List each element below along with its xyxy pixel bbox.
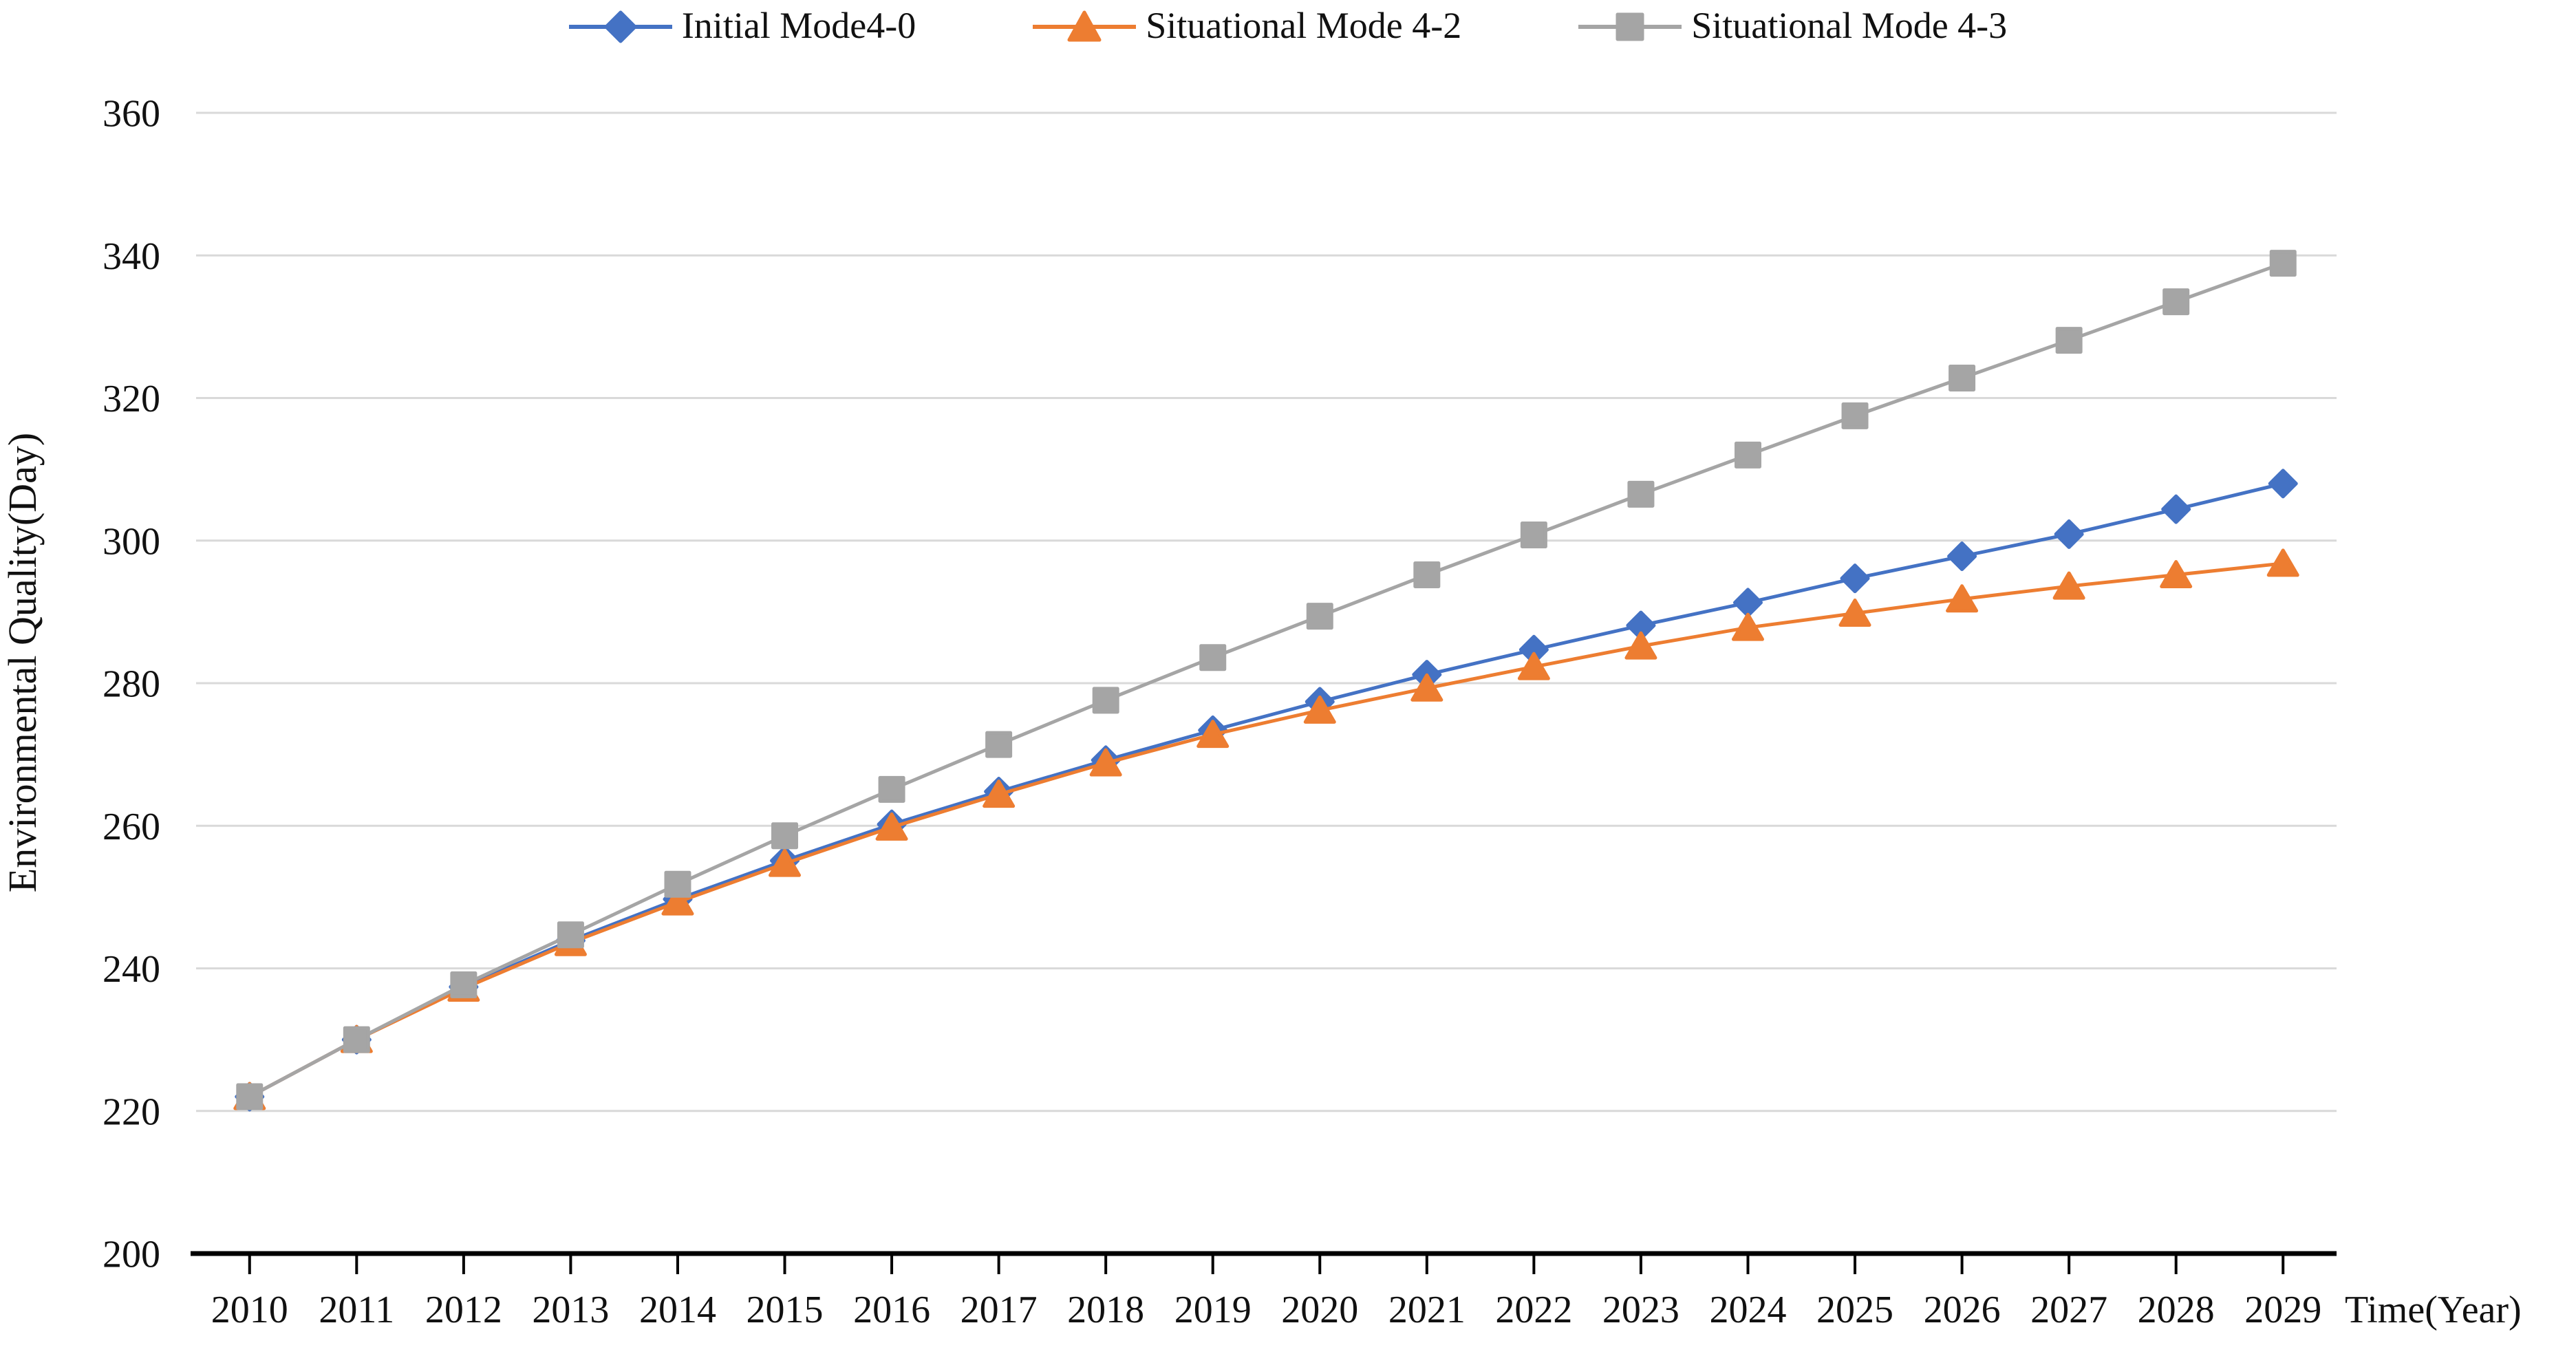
triangle-marker bbox=[1946, 584, 1979, 613]
series-initial-mode4-0 bbox=[235, 469, 2298, 1112]
x-tick-label: 2012 bbox=[425, 1289, 502, 1331]
x-tick-label: 2016 bbox=[853, 1289, 930, 1331]
triangle-marker bbox=[661, 887, 694, 916]
diamond-marker bbox=[1840, 563, 1870, 594]
diamond-marker bbox=[2268, 469, 2298, 499]
square-marker bbox=[771, 822, 799, 850]
triangle-marker bbox=[983, 780, 1016, 808]
x-tick-label: 2022 bbox=[1495, 1289, 1572, 1331]
x-tick-label: 2015 bbox=[747, 1289, 824, 1331]
square-marker bbox=[1520, 521, 1547, 548]
triangle-marker bbox=[875, 812, 908, 841]
x-tick-label: 2019 bbox=[1174, 1289, 1252, 1331]
triangle-marker-icon bbox=[1033, 10, 1137, 42]
y-tick-label: 360 bbox=[103, 93, 160, 136]
legend-item-initial-mode4-0[interactable]: Initial Mode4-0 bbox=[568, 4, 916, 47]
square-marker bbox=[1949, 364, 1976, 391]
square-marker bbox=[557, 921, 584, 949]
diamond-marker bbox=[1732, 588, 1763, 618]
triangle-marker bbox=[2266, 548, 2299, 577]
legend-label: Initial Mode4-0 bbox=[681, 5, 916, 46]
series-line bbox=[248, 561, 2285, 1099]
square-marker bbox=[2162, 288, 2190, 316]
x-tick-label: 2014 bbox=[639, 1289, 716, 1331]
x-tick-label: 2020 bbox=[1281, 1289, 1358, 1331]
x-tick-label: 2018 bbox=[1067, 1289, 1144, 1331]
legend-label: Situational Mode 4-2 bbox=[1146, 5, 1462, 46]
triangle-marker bbox=[1731, 612, 1764, 641]
square-marker bbox=[236, 1083, 264, 1110]
triangle-marker bbox=[1838, 598, 1871, 627]
y-tick-label: 260 bbox=[103, 806, 160, 848]
gridlines bbox=[196, 111, 2337, 1113]
x-tick-label: 2024 bbox=[1709, 1289, 1786, 1331]
square-marker bbox=[1092, 687, 1119, 714]
series-line bbox=[248, 482, 2285, 1099]
x-tick-label: 2010 bbox=[211, 1289, 288, 1331]
x-tick-label: 2029 bbox=[2244, 1289, 2321, 1331]
triangle-marker bbox=[1624, 631, 1657, 660]
y-axis-title: Environmental Quality(Day) bbox=[0, 433, 45, 892]
square-marker bbox=[2055, 327, 2083, 354]
square-marker bbox=[450, 971, 477, 998]
x-tick-label: 2027 bbox=[2030, 1289, 2107, 1331]
x-tick-label: 2011 bbox=[319, 1289, 394, 1331]
x-axis-title: Time(Year) bbox=[2345, 1289, 2522, 1331]
x-tick-label: 2021 bbox=[1388, 1289, 1466, 1331]
y-tick-label: 240 bbox=[103, 948, 160, 991]
y-tick-label: 280 bbox=[103, 663, 160, 706]
x-tick-label: 2013 bbox=[532, 1289, 609, 1331]
y-tick-label: 340 bbox=[103, 235, 160, 278]
legend-item-situational-mode-4-3[interactable]: Situational Mode 4-3 bbox=[1578, 4, 2007, 47]
square-marker bbox=[985, 731, 1013, 758]
square-marker bbox=[1734, 441, 1761, 469]
square-marker bbox=[1306, 603, 1333, 630]
y-axis-tick-labels: 200 220 240 260 280 300 320 340 360 bbox=[103, 93, 160, 1276]
chart-legend: Initial Mode4-0 Situational Mode 4-2 Sit… bbox=[0, 4, 2576, 47]
series-situational-mode-4-3 bbox=[236, 250, 2297, 1110]
triangle-marker bbox=[769, 848, 802, 877]
triangle-marker bbox=[2052, 571, 2085, 600]
square-marker bbox=[1413, 561, 1441, 588]
square-marker bbox=[664, 870, 691, 898]
y-tick-label: 320 bbox=[103, 378, 160, 420]
series-line bbox=[248, 261, 2285, 1099]
x-axis-ticks: 2010 2011 2012 2013 2014 2015 2016 2017 2018 2019… bbox=[211, 1254, 2321, 1331]
x-tick-label: 2023 bbox=[1602, 1289, 1679, 1331]
x-tick-label: 2025 bbox=[1816, 1289, 1893, 1331]
square-marker-icon bbox=[1578, 12, 1682, 41]
legend-label: Situational Mode 4-3 bbox=[1691, 5, 2008, 46]
triangle-marker bbox=[1303, 695, 1336, 724]
diamond-marker bbox=[2161, 494, 2191, 524]
square-marker bbox=[2269, 250, 2297, 277]
triangle-marker bbox=[1089, 748, 1122, 777]
diamond-marker bbox=[1947, 541, 1977, 572]
series-situational-mode-4-2 bbox=[233, 548, 2299, 1110]
x-tick-label: 2017 bbox=[960, 1289, 1038, 1331]
triangle-marker bbox=[1196, 720, 1230, 749]
square-marker bbox=[1841, 402, 1869, 429]
square-marker bbox=[1199, 644, 1227, 671]
square-marker bbox=[1627, 480, 1655, 508]
diamond-marker-icon bbox=[568, 10, 672, 43]
square-marker bbox=[878, 775, 905, 803]
triangle-marker bbox=[2160, 559, 2193, 588]
y-tick-label: 300 bbox=[103, 520, 160, 563]
triangle-marker bbox=[1410, 673, 1443, 702]
square-marker bbox=[343, 1026, 370, 1053]
x-tick-label: 2028 bbox=[2138, 1289, 2215, 1331]
diamond-marker bbox=[2054, 519, 2084, 549]
x-tick-label: 2026 bbox=[1924, 1289, 2001, 1331]
y-tick-label: 220 bbox=[103, 1090, 160, 1133]
triangle-marker bbox=[1517, 652, 1550, 680]
legend-item-situational-mode-4-2[interactable]: Situational Mode 4-2 bbox=[1033, 4, 1461, 47]
y-tick-label: 200 bbox=[103, 1234, 160, 1276]
